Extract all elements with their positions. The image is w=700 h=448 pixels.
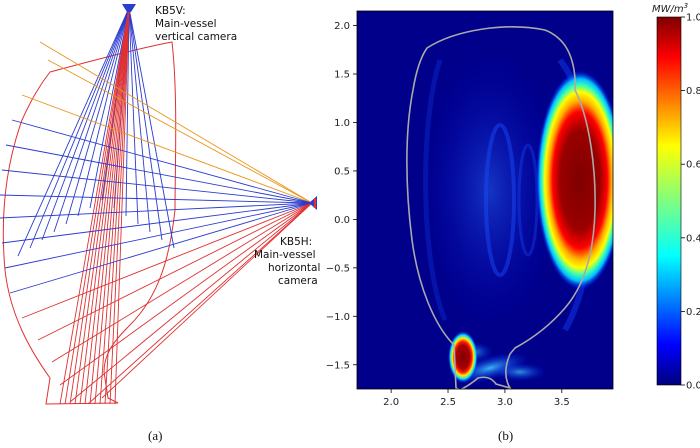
horizontal-sightline — [1, 169, 313, 204]
vertical-sightline-red — [74, 7, 130, 405]
y-axis: 2.0 1.5 1.0 0.5 0.0 −0.5 −1.0 −1.5 — [326, 21, 357, 371]
horizontal-sightline — [87, 202, 313, 405]
horizontal-sightline — [101, 202, 313, 399]
colorbar-tick-label: 0.2 — [686, 307, 700, 318]
x-tick-label: 2.0 — [383, 397, 399, 408]
horizontal-sightline — [5, 144, 313, 204]
vertical-sightline — [125, 7, 130, 217]
kb5h-line2: horizontal — [268, 262, 320, 274]
first-wall-contour — [406, 26, 596, 389]
horizontal-sightline — [39, 41, 313, 204]
horizontal-sightline — [69, 202, 313, 403]
vertical-sightline — [53, 7, 130, 233]
vertical-sightline-red — [104, 7, 130, 405]
x-tick-label: 3.0 — [497, 397, 513, 408]
kb5v-line1: Main-vessel — [155, 18, 217, 30]
colorbar-title: MW/m3 — [652, 2, 688, 15]
vertical-sightline — [89, 7, 130, 209]
horizontal-sightline — [51, 202, 313, 363]
vertical-sightline-red — [59, 7, 130, 405]
vertical-sightline — [29, 7, 130, 249]
kb5v-name: KB5V: — [155, 5, 186, 17]
horizontal-sightline — [21, 94, 313, 204]
kb5h-line3: camera — [278, 275, 318, 287]
vertical-camera-marker — [122, 4, 136, 12]
horizontal-sightline — [37, 202, 313, 341]
vertical-sightline — [128, 7, 175, 249]
horizontal-sightline — [4, 202, 313, 269]
y-tick-label: 0.0 — [334, 215, 350, 226]
vertical-sightline — [128, 7, 151, 233]
plot-frame — [356, 10, 614, 390]
horizontal-sightline — [59, 202, 313, 386]
vertical-sightline-red — [79, 7, 130, 405]
x-axis: 2.0 2.5 3.0 3.5 — [383, 389, 570, 408]
colorbar-tick-label: 0.4 — [686, 233, 700, 244]
vertical-sightline-red — [69, 7, 130, 405]
colorbar-tick-label: 0.0 — [686, 381, 700, 392]
vertical-sightline-red — [89, 7, 130, 405]
y-tick-label: 1.0 — [334, 118, 350, 129]
panel-b-heatmap: 2.0 2.5 3.0 3.5 2.0 1.5 1.0 0.5 0.0 −0.5 −1.0 −1.5… — [326, 2, 700, 443]
caption-b: (b) — [498, 428, 513, 443]
vertical-sightline — [77, 7, 130, 217]
horizontal-sightline — [47, 59, 313, 204]
colorbar-ticks: 0.0 0.2 0.4 0.6 0.8 1.0 — [681, 13, 700, 392]
horizontal-sightline — [1, 202, 313, 244]
vertical-sightline — [65, 7, 130, 225]
vertical-sightline-red — [114, 7, 130, 405]
vertical-sightline — [128, 7, 139, 225]
kb5h-name: KB5H: — [280, 236, 312, 248]
vertical-sightline-red — [99, 7, 130, 405]
sightline-group — [0, 7, 313, 405]
colorbar-tick-label: 0.8 — [686, 86, 700, 97]
heatmap-image — [357, 11, 613, 389]
y-tick-label: 2.0 — [334, 21, 350, 32]
vertical-sightline-red — [109, 7, 130, 405]
horizontal-sightline — [21, 202, 313, 319]
kb5h-line1: Main-vessel — [254, 249, 316, 261]
panel-a-diagram: KB5V: Main-vessel vertical camera KB5H: … — [0, 4, 320, 443]
colorbar — [656, 16, 682, 386]
colorbar-tick-label: 1.0 — [686, 13, 700, 24]
vertical-sightline — [17, 7, 130, 257]
vertical-sightline — [41, 7, 130, 241]
y-tick-label: 1.5 — [334, 70, 350, 81]
vertical-sightline-red — [84, 7, 130, 405]
vessel-outline — [2, 41, 177, 405]
horizontal-sightline — [9, 202, 313, 294]
caption-a: (a) — [148, 428, 162, 443]
y-tick-label: 0.5 — [334, 166, 350, 177]
y-tick-label: −1.0 — [326, 312, 350, 323]
x-tick-label: 3.5 — [554, 397, 570, 408]
vertical-sightline-red — [64, 7, 130, 405]
colorbar-tick-label: 0.6 — [686, 160, 700, 171]
horizontal-sightline — [0, 202, 313, 219]
horizontal-sightline — [0, 194, 313, 204]
y-tick-label: −0.5 — [326, 263, 350, 274]
y-tick-label: −1.5 — [326, 360, 350, 371]
kb5v-line2: vertical camera — [155, 31, 237, 43]
vertical-sightline — [128, 7, 163, 241]
vertical-sightline-red — [94, 7, 130, 405]
divertor-hotspot — [448, 331, 478, 383]
x-tick-label: 2.5 — [440, 397, 456, 408]
horizontal-sightline — [11, 119, 313, 204]
